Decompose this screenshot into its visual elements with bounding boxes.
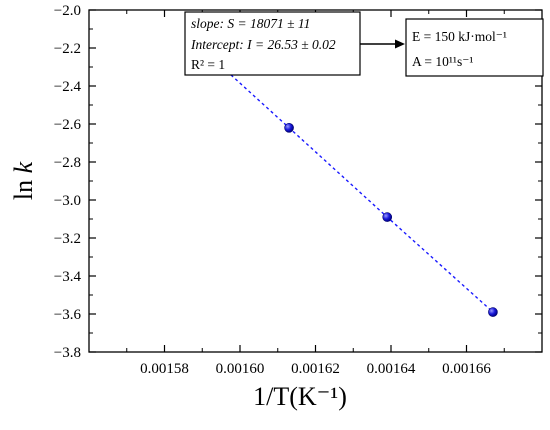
y-tick-label: −2.8 — [54, 155, 81, 171]
activation-energy-text: E = 150 kJ·mol⁻¹ — [412, 29, 507, 44]
data-point — [488, 307, 498, 317]
y-tick-label: −3.6 — [54, 307, 82, 323]
y-tick-label: −2.2 — [54, 41, 81, 57]
data-point — [284, 123, 294, 133]
intercept-text: Intercept: I = 26.53 ± 0.02 — [190, 37, 336, 52]
x-axis: 0.00158 0.00160 0.00162 0.00164 0.00166 — [126, 10, 505, 377]
y-tick-label: −2.0 — [54, 3, 81, 19]
x-tick-label: 0.00166 — [442, 361, 491, 377]
x-tick-label: 0.00162 — [291, 361, 340, 377]
x-tick-label: 0.00164 — [367, 361, 416, 377]
y-tick-label: −3.2 — [54, 231, 81, 247]
r-squared-text: R² = 1 — [191, 57, 225, 72]
slope-text: slope: S = 18071 ± 11 — [191, 16, 310, 31]
fit-line — [190, 37, 494, 313]
y-axis-title: ln k — [9, 161, 38, 200]
x-tick-label: 0.00160 — [216, 361, 265, 377]
x-axis-title: 1/T(K⁻¹) — [253, 382, 347, 411]
fit-results-box — [184, 11, 361, 76]
y-tick-label: −3.4 — [54, 269, 82, 285]
y-tick-label: −3.0 — [54, 193, 81, 209]
arrow-head-icon — [395, 39, 405, 49]
y-tick-label: −3.8 — [54, 345, 81, 361]
y-axis: −2.0 −2.2 −2.4 −2.6 −2.8 −3.0 −3.2 −3.4 −3.6 −3.8 — [54, 3, 542, 361]
kinetic-params-box — [405, 18, 544, 77]
y-tick-label: −2.6 — [54, 117, 82, 133]
data-point — [382, 212, 393, 222]
y-tick-label: −2.4 — [54, 79, 82, 95]
prefactor-text: A = 10¹¹s⁻¹ — [412, 54, 473, 69]
x-tick-label: 0.00158 — [140, 361, 189, 377]
